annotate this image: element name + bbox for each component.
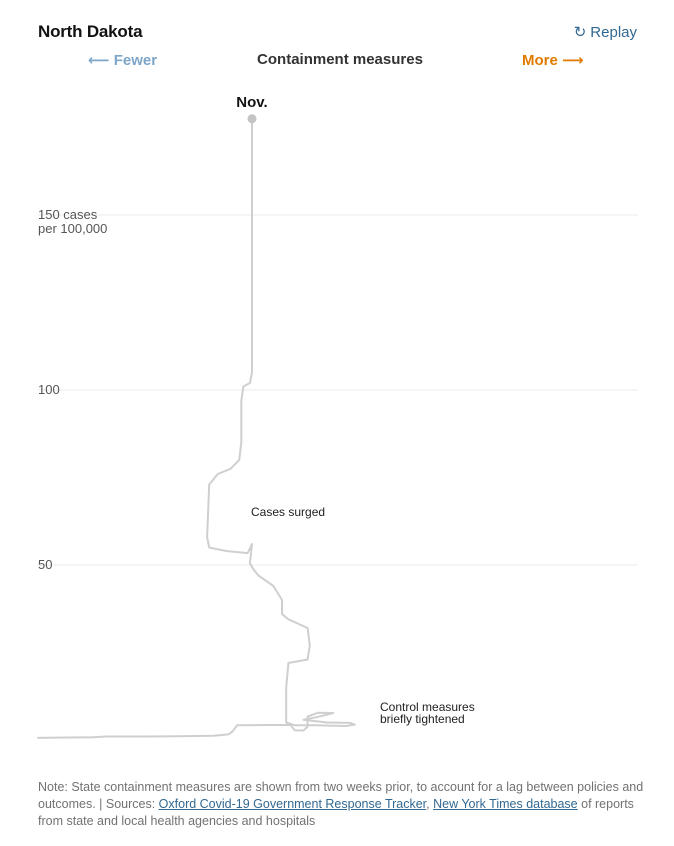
oxford-tracker-link[interactable]: Oxford Covid-19 Government Response Trac… [158, 797, 427, 811]
replay-label: Replay [590, 24, 637, 41]
source-note: Note: State containment measures are sho… [38, 779, 648, 830]
fewer-text: Fewer [113, 52, 158, 69]
right-arrow-icon: ⟶ [562, 52, 584, 69]
nyt-database-link[interactable]: New York Times database [433, 797, 578, 811]
x-axis-title-text: Containment measures [257, 51, 423, 68]
y-tick-label-150: 150 cases [38, 207, 98, 222]
note-separator: , [426, 797, 434, 811]
annotation-control-measures-2: briefly tightened [380, 712, 465, 726]
series-line [37, 117, 356, 739]
note-prefix: Note: State containment measures are sho… [38, 780, 644, 811]
annotation-control-measures: Control measures [380, 700, 475, 714]
more-text: More [522, 52, 558, 69]
left-arrow-icon: ⟵ [88, 52, 110, 69]
replay-icon: ↻ [573, 24, 587, 41]
y-tick-label-150-line2: per 100,000 [38, 221, 107, 236]
more-label: More ⟶ [522, 51, 584, 69]
end-point [247, 114, 257, 124]
end-label: Nov. [236, 94, 267, 111]
y-tick-label-100: 100 [38, 382, 60, 397]
x-axis-title: Containment measures [0, 51, 674, 68]
page-title: North Dakota [38, 22, 143, 41]
replay-button[interactable]: ↻ Replay [574, 23, 637, 41]
y-tick-label-50: 50 [38, 557, 52, 572]
note-suffix: of reports from state and local health a… [38, 797, 634, 828]
annotation-cases-surged: Cases surged [251, 505, 325, 519]
gridlines [38, 214, 638, 566]
fewer-label: ⟵ Fewer [88, 51, 157, 69]
